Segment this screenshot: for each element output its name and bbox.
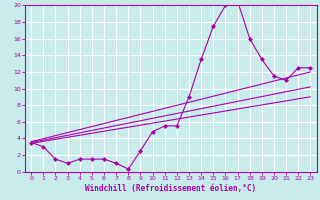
X-axis label: Windchill (Refroidissement éolien,°C): Windchill (Refroidissement éolien,°C) [85, 184, 256, 193]
